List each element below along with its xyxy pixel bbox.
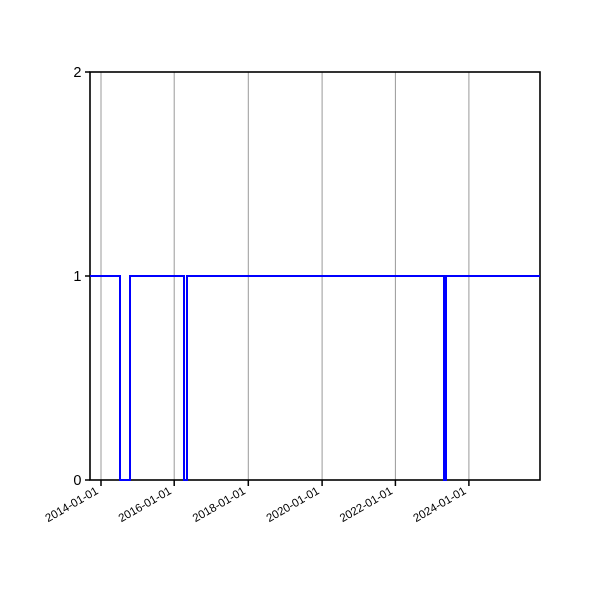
svg-text:0: 0 xyxy=(73,473,81,489)
svg-text:2: 2 xyxy=(73,65,81,81)
svg-text:1: 1 xyxy=(73,269,81,285)
svg-text:2016-01-01: 2016-01-01 xyxy=(117,485,174,525)
svg-text:2018-01-01: 2018-01-01 xyxy=(191,485,248,525)
svg-text:2020-01-01: 2020-01-01 xyxy=(265,485,322,525)
svg-text:2014-01-01: 2014-01-01 xyxy=(44,485,101,525)
svg-text:2024-01-01: 2024-01-01 xyxy=(411,485,468,525)
svg-text:2022-01-01: 2022-01-01 xyxy=(338,485,395,525)
